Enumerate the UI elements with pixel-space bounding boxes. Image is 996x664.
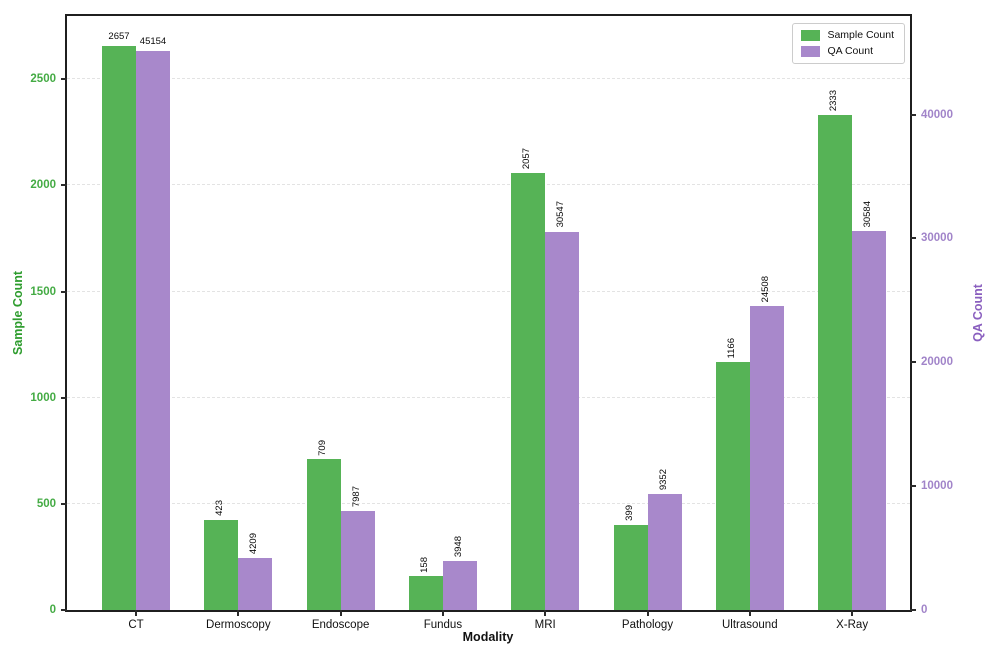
bar-qa-count-ultrasound xyxy=(749,306,784,610)
value-label-qa-count-x-ray: 30584 xyxy=(862,200,874,228)
x-axis-title: Modality xyxy=(462,630,514,644)
bar-sample-count-endoscope xyxy=(306,459,341,610)
left-tick-mark xyxy=(61,78,67,81)
value-label-qa-count-fundus: 3948 xyxy=(452,535,464,558)
right-tick-mark xyxy=(910,609,916,611)
value-label-qa-count-dermoscopy: 4209 xyxy=(248,532,260,554)
x-tick-mark xyxy=(441,610,444,616)
left-tick-label: 2000 xyxy=(30,179,56,192)
value-label-sample-count-mri: 2057 xyxy=(521,148,533,170)
value-label-sample-count-pathology: 399 xyxy=(623,505,635,522)
bar-qa-count-endoscope xyxy=(340,511,375,610)
left-axis-title: Sample Count xyxy=(11,270,25,356)
plot-area: 0 500 1000 1500 2000 2500 0 10000 20000 30000 4000… xyxy=(30,14,953,631)
left-tick-label: 1500 xyxy=(30,285,56,298)
left-tick-mark xyxy=(61,609,67,611)
value-label-qa-count-mri: 30547 xyxy=(555,201,567,228)
value-label-sample-count-x-ray: 2333 xyxy=(828,89,840,111)
value-label-qa-count-endoscope: 7987 xyxy=(350,485,362,508)
left-tick-label: 2500 xyxy=(30,73,56,86)
bar-sample-count-x-ray xyxy=(818,114,853,610)
x-tick-label-pathology: Pathology xyxy=(621,619,674,631)
left-tick-mark xyxy=(61,396,67,399)
left-tick-mark xyxy=(61,502,67,505)
right-tick-mark xyxy=(910,237,916,240)
bar-qa-count-mri xyxy=(545,231,580,610)
right-tick-label: 20000 xyxy=(921,356,953,369)
x-tick-label-endoscope: Endoscope xyxy=(311,619,370,631)
bar-sample-count-mri xyxy=(511,173,546,610)
x-tick-mark xyxy=(135,610,137,616)
right-tick-label: 30000 xyxy=(921,232,953,245)
value-label-sample-count-fundus: 158 xyxy=(418,556,430,573)
legend-swatch-qa-count xyxy=(801,46,821,57)
bar-qa-count-fundus xyxy=(442,561,477,610)
value-label-sample-count-dermoscopy: 423 xyxy=(214,500,226,517)
gridline xyxy=(67,290,910,292)
bar-sample-count-ultrasound xyxy=(715,362,750,610)
legend-swatch-sample-count xyxy=(801,30,821,41)
right-tick-mark xyxy=(910,361,916,364)
bar-qa-count-dermoscopy xyxy=(238,557,273,610)
left-tick-mark xyxy=(61,290,67,293)
left-tick-mark xyxy=(61,184,67,187)
legend-label: QA Count xyxy=(827,45,873,57)
x-tick-mark xyxy=(646,610,649,616)
value-label-sample-count-ultrasound: 1166 xyxy=(725,338,737,359)
x-tick-label-ct: CT xyxy=(128,619,144,631)
x-tick-label-x-ray: X-Ray xyxy=(836,619,869,631)
legend-label: Sample Count xyxy=(827,29,894,41)
right-axis-title: QA Count xyxy=(971,284,985,342)
bar-sample-count-dermoscopy xyxy=(204,520,239,610)
value-label-qa-count-ultrasound: 24508 xyxy=(759,276,771,303)
bar-qa-count-x-ray xyxy=(852,231,887,610)
x-tick-label-dermoscopy: Dermoscopy xyxy=(206,619,271,631)
left-tick-label: 0 xyxy=(49,604,56,616)
value-label-qa-count-ct: 45154 xyxy=(139,35,167,47)
x-tick-mark xyxy=(237,610,240,616)
bar-qa-count-pathology xyxy=(647,494,682,610)
right-tick-mark xyxy=(910,113,916,116)
bar-sample-count-ct xyxy=(102,45,136,610)
x-tick-mark xyxy=(748,610,751,616)
bar-qa-count-ct xyxy=(136,50,170,610)
right-tick-label: 0 xyxy=(921,604,928,616)
right-tick-label: 40000 xyxy=(921,108,953,121)
x-tick-mark xyxy=(851,610,854,616)
value-label-qa-count-pathology: 9352 xyxy=(657,469,669,491)
value-label-sample-count-endoscope: 709 xyxy=(316,439,328,456)
gridline xyxy=(67,184,910,186)
x-tick-mark xyxy=(339,610,342,616)
value-label-sample-count-ct: 2657 xyxy=(108,30,130,42)
gridline xyxy=(67,78,910,80)
left-tick-label: 500 xyxy=(36,497,56,510)
left-tick-label: 1000 xyxy=(30,391,56,404)
x-tick-label-fundus: Fundus xyxy=(423,619,463,631)
x-tick-label-ultrasound: Ultrasound xyxy=(721,619,778,631)
legend-item-sample-count: Sample Count xyxy=(801,30,894,41)
right-tick-mark xyxy=(910,485,916,488)
right-tick-label: 10000 xyxy=(921,480,953,493)
x-tick-label-mri: MRI xyxy=(534,619,556,631)
x-tick-mark xyxy=(544,610,547,616)
bar-sample-count-pathology xyxy=(613,525,648,610)
bar-sample-count-fundus xyxy=(408,576,443,610)
legend: Sample Count QA Count xyxy=(792,23,905,64)
legend-item-qa-count: QA Count xyxy=(801,46,894,57)
